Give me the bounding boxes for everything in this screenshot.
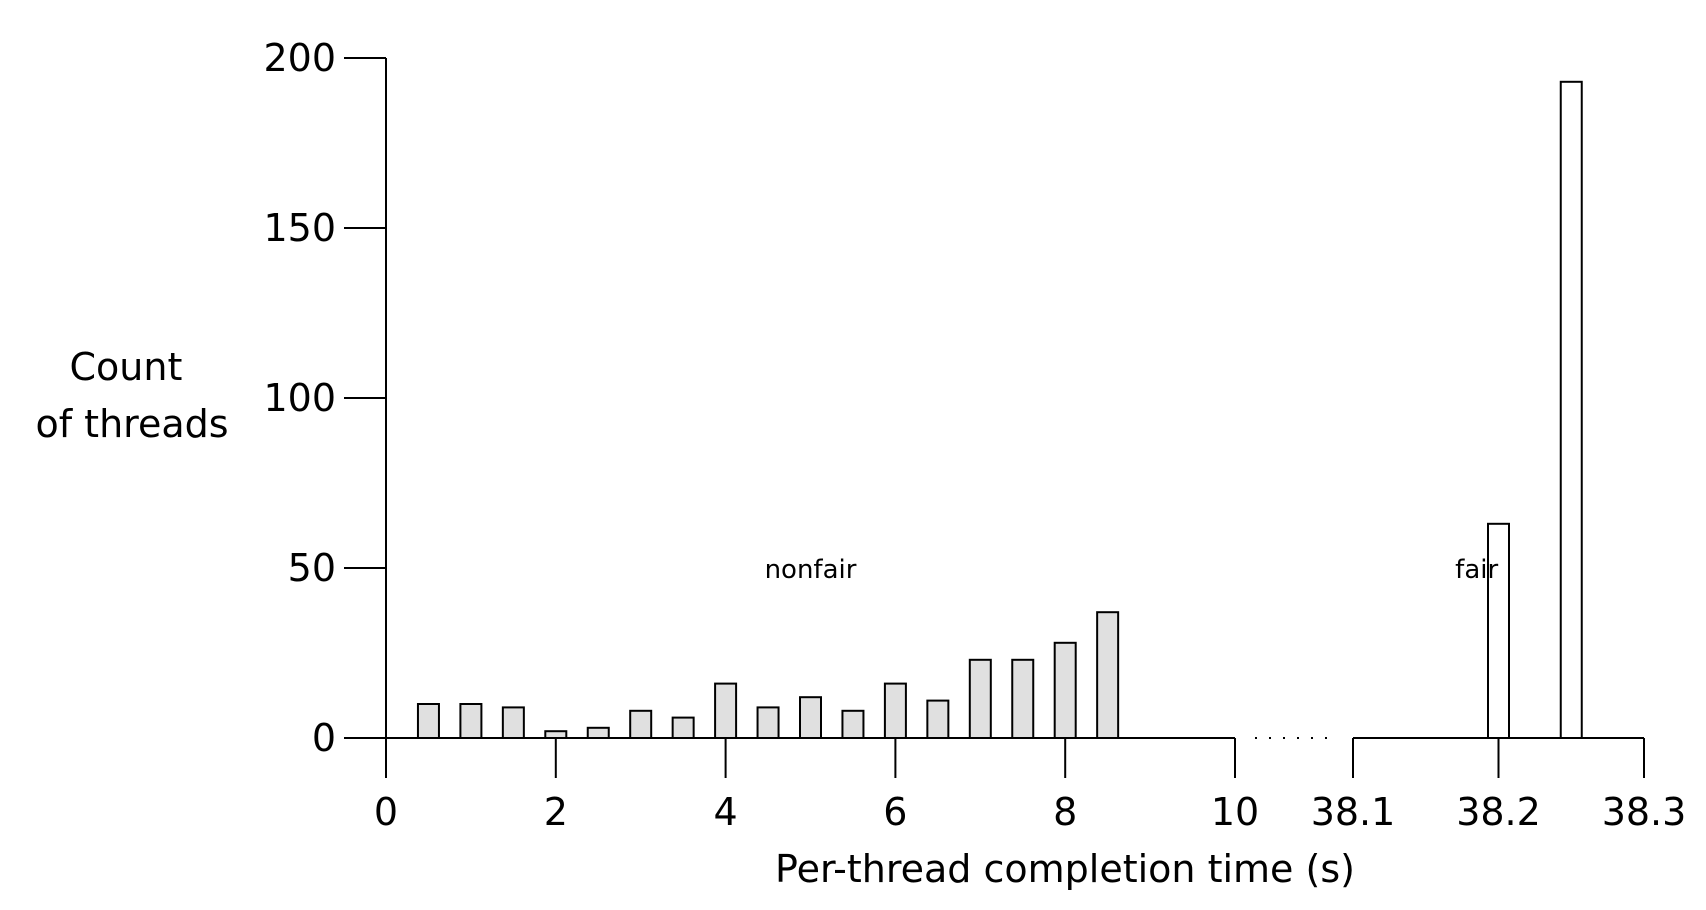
annotation-fair: fair: [1455, 555, 1498, 585]
bar-nonfair: [799, 696, 822, 740]
x-tick-label: 6: [883, 790, 907, 834]
x-axis: 0 2 4 6 8 10 38.1 38.2 38.3: [344, 737, 1687, 834]
x-tick-label: 4: [714, 790, 738, 834]
y-tick-label: 200: [263, 36, 336, 80]
x-tick-label: 38.2: [1456, 790, 1541, 834]
bar-nonfair: [968, 658, 992, 739]
bar-nonfair: [501, 706, 525, 740]
x-tick-label: 2: [544, 790, 568, 834]
x-tick-label: 8: [1053, 790, 1077, 834]
bar-nonfair: [714, 682, 738, 739]
x-tick-label: 0: [374, 790, 398, 834]
bar-nonfair: [416, 703, 440, 739]
bar-nonfair: [926, 699, 950, 739]
bar-nonfair: [459, 703, 483, 739]
bar-nonfair: [1096, 611, 1120, 740]
x-tick-label: 38.3: [1602, 790, 1687, 834]
y-axis: 0 50 100 150 200: [263, 36, 387, 760]
bar-nonfair: [544, 730, 568, 740]
bar-nonfair: [586, 726, 610, 739]
bar-fair: [1559, 80, 1583, 740]
bar-nonfair: [883, 682, 907, 739]
x-tick-label: 10: [1211, 790, 1259, 834]
y-axis-title: Count of threads: [35, 345, 228, 446]
y-tick-label: 150: [263, 206, 336, 250]
bar-fair: [1487, 522, 1510, 739]
annotations: nonfair fair: [765, 555, 1499, 585]
y-axis-title-line-1: Count: [70, 345, 183, 389]
bar-nonfair: [1053, 641, 1077, 739]
y-tick-label: 100: [263, 376, 336, 420]
bar-nonfair: [671, 716, 695, 739]
bar-nonfair: [629, 709, 653, 739]
bar-nonfair: [1011, 658, 1035, 739]
annotation-nonfair: nonfair: [765, 555, 857, 585]
y-tick-label: 50: [288, 546, 336, 590]
x-tick-label: 38.1: [1311, 790, 1396, 834]
y-tick-label: 0: [312, 716, 336, 760]
bar-nonfair: [841, 709, 865, 739]
x-axis-title: Per-thread completion time (s): [775, 847, 1355, 891]
bars: [416, 80, 1583, 740]
y-axis-title-line-2: of threads: [35, 402, 228, 446]
bar-nonfair: [756, 706, 780, 740]
